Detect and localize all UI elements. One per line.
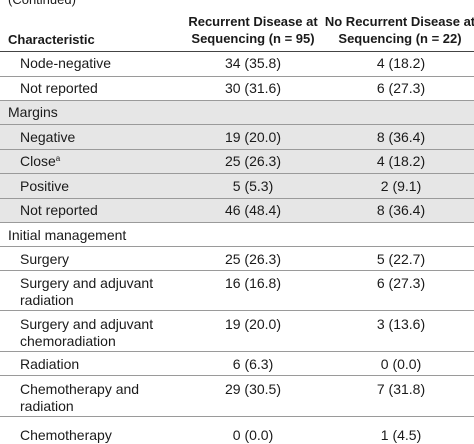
header-characteristic: Characteristic bbox=[8, 32, 95, 47]
table-row: Chemotherapy 0 (0.0) 1 (4.5) bbox=[0, 416, 474, 443]
row-recurrent: 46 (48.4) bbox=[224, 202, 282, 218]
row-recurrent: 0 (0.0) bbox=[232, 427, 274, 443]
row-label: Closea bbox=[20, 153, 170, 170]
row-label: Surgery bbox=[20, 251, 70, 267]
row-recurrent: 34 (35.8) bbox=[224, 55, 282, 71]
row-label: Chemotherapy bbox=[20, 427, 112, 443]
row-label: Not reported bbox=[20, 80, 98, 96]
row-recurrent: 6 (6.3) bbox=[232, 356, 274, 372]
table-row: Radiation 6 (6.3) 0 (0.0) bbox=[0, 351, 474, 376]
row-label: Surgery and adjuvant radiation bbox=[20, 275, 154, 308]
row-recurrent: 5 (5.3) bbox=[232, 178, 274, 194]
table-row: Surgery and adjuvant radiation 16 (16.8)… bbox=[0, 270, 474, 311]
row-label: Positive bbox=[20, 178, 70, 194]
footnote-marker: a bbox=[55, 154, 61, 163]
section-label: Margins bbox=[8, 104, 58, 120]
row-no-recurrent: 2 (9.1) bbox=[380, 178, 422, 194]
row-recurrent: 25 (26.3) bbox=[224, 153, 282, 169]
row-no-recurrent: 8 (36.4) bbox=[376, 202, 426, 218]
header-no-recurrent: No Recurrent Disease at Sequencing (n = … bbox=[324, 14, 474, 46]
row-no-recurrent: 6 (27.3) bbox=[376, 80, 426, 96]
row-label: Not reported bbox=[20, 202, 98, 218]
row-recurrent: 19 (20.0) bbox=[224, 129, 282, 145]
table-row: Surgery and adjuvant chemoradiation 19 (… bbox=[0, 310, 474, 352]
row-no-recurrent: 6 (27.3) bbox=[376, 275, 426, 291]
row-label: Surgery and adjuvant chemoradiation bbox=[20, 316, 154, 349]
row-recurrent: 16 (16.8) bbox=[224, 275, 282, 291]
table-row: Closea 25 (26.3) 4 (18.2) bbox=[0, 149, 474, 174]
row-no-recurrent: 4 (18.2) bbox=[376, 153, 426, 169]
row-recurrent: 19 (20.0) bbox=[224, 316, 282, 332]
row-label-text: Close bbox=[20, 153, 56, 169]
row-label: Node-negative bbox=[20, 55, 112, 71]
table-row: Surgery 25 (26.3) 5 (22.7) bbox=[0, 246, 474, 271]
continued-note: (Continued) bbox=[8, 0, 76, 8]
table-row: Not reported 30 (31.6) 6 (27.3) bbox=[0, 76, 474, 101]
row-label: Negative bbox=[20, 129, 76, 145]
row-recurrent: 25 (26.3) bbox=[224, 251, 282, 267]
row-no-recurrent: 0 (0.0) bbox=[380, 356, 422, 372]
row-no-recurrent: 3 (13.6) bbox=[376, 316, 426, 332]
row-recurrent: 30 (31.6) bbox=[224, 80, 282, 96]
row-label: Radiation bbox=[20, 356, 80, 372]
section-label: Initial management bbox=[8, 227, 127, 243]
row-recurrent: 29 (30.5) bbox=[224, 381, 282, 397]
row-no-recurrent: 4 (18.2) bbox=[376, 55, 426, 71]
table-row: Negative 19 (20.0) 8 (36.4) bbox=[0, 124, 474, 150]
table-header: Characteristic Recurrent Disease at Sequ… bbox=[0, 8, 474, 52]
header-recurrent: Recurrent Disease at Sequencing (n = 95) bbox=[188, 14, 318, 46]
table-row: Node-negative 34 (35.8) 4 (18.2) bbox=[0, 51, 474, 76]
table-row: Not reported 46 (48.4) 8 (36.4) bbox=[0, 198, 474, 223]
section-row-initial-management: Initial management bbox=[0, 222, 474, 247]
row-no-recurrent: 7 (31.8) bbox=[376, 381, 426, 397]
table-row: Positive 5 (5.3) 2 (9.1) bbox=[0, 173, 474, 199]
row-no-recurrent: 8 (36.4) bbox=[376, 129, 426, 145]
row-no-recurrent: 1 (4.5) bbox=[380, 427, 422, 443]
table-row: Chemotherapy and radiation 29 (30.5) 7 (… bbox=[0, 375, 474, 417]
row-label: Chemotherapy and radiation bbox=[20, 381, 140, 414]
row-no-recurrent: 5 (22.7) bbox=[376, 251, 426, 267]
section-row-margins: Margins bbox=[0, 100, 474, 125]
